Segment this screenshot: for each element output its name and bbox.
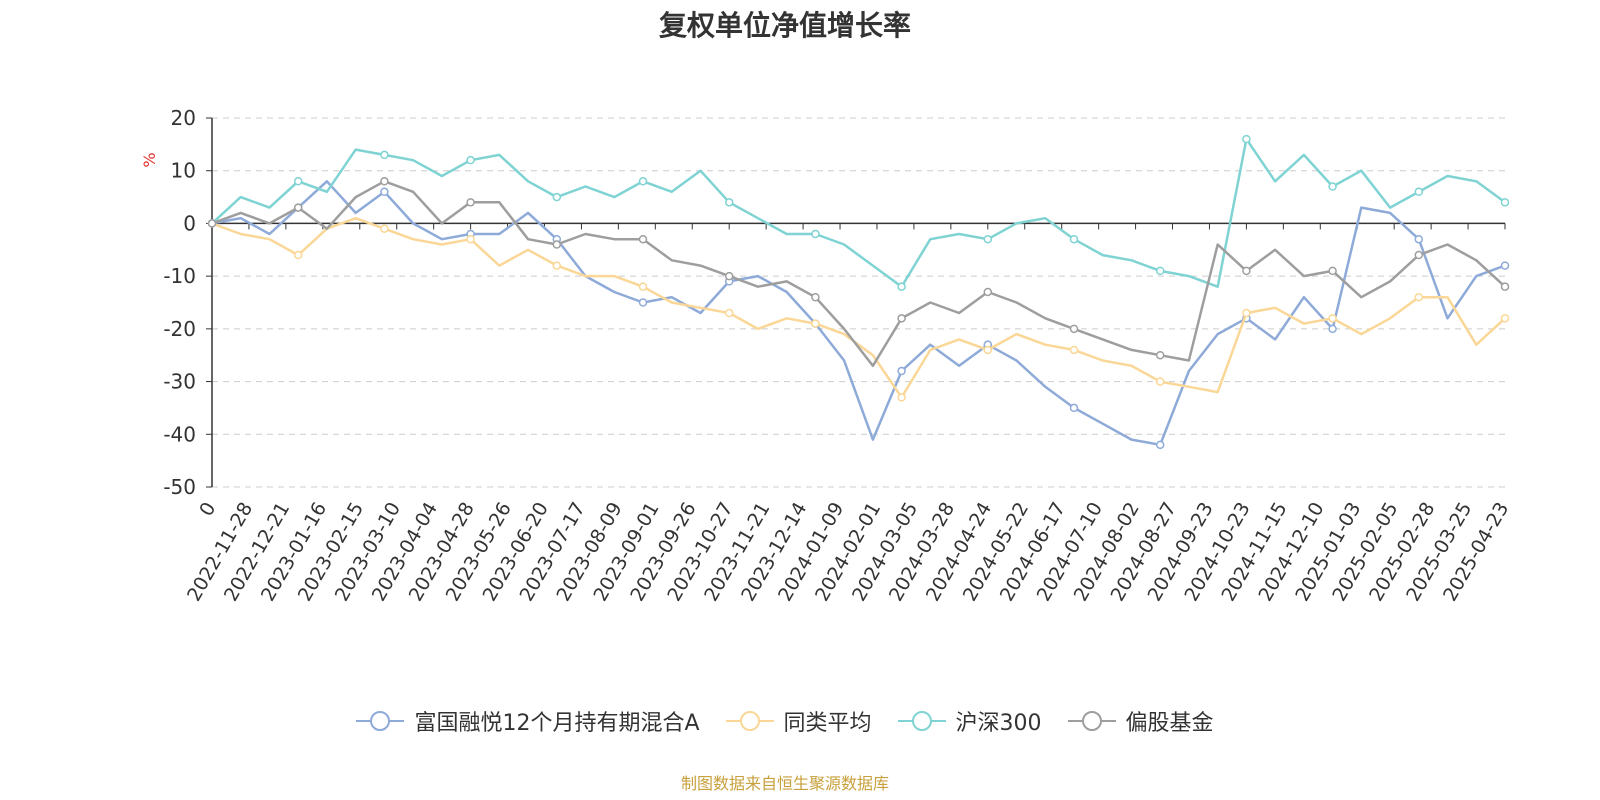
series-3-point — [1242, 266, 1251, 276]
legend-item-1[interactable]: 同类平均 — [725, 705, 872, 737]
legend-item-3[interactable]: 偏股基金 — [1067, 705, 1214, 737]
source-note: 制图数据来自恒生聚源数据库 — [680, 774, 889, 793]
series-1-point — [983, 345, 993, 355]
series-3-point — [466, 198, 475, 207]
series-line-3 — [211, 180, 1506, 368]
legend-marker-icon — [897, 711, 946, 731]
series-1-point — [380, 224, 389, 233]
line-chart: 20100-10-20-30-40-5002022-11-282022-12-2… — [140, 106, 1513, 605]
legend-label: 沪深300 — [955, 711, 1042, 736]
series-3-point — [207, 219, 217, 228]
legend-marker-icon — [725, 711, 774, 731]
series-1-point — [552, 261, 562, 270]
series-2-point — [811, 229, 820, 239]
series-0-point — [1500, 261, 1510, 270]
y-tick-label: 20 — [171, 106, 196, 130]
series-1-point — [897, 393, 906, 402]
series-1-point — [1155, 377, 1165, 386]
series-2-point — [897, 282, 906, 291]
legend-label: 富国融悦12个月持有期混合A — [414, 711, 700, 736]
y-tick-label: -40 — [163, 422, 196, 446]
series-0-point — [380, 187, 389, 197]
series-2-point — [1328, 182, 1337, 191]
legend-label: 同类平均 — [783, 711, 872, 736]
legend-item-0[interactable]: 富国融悦12个月持有期混合A — [356, 705, 700, 737]
series-0-point — [1414, 234, 1424, 244]
chart-title: 复权单位净值增长率 — [658, 9, 911, 42]
y-axis-unit: % — [140, 152, 159, 167]
series-1-point — [811, 319, 820, 328]
series-2-point — [552, 192, 562, 202]
series-3-point — [724, 271, 734, 281]
y-tick-label: -20 — [163, 317, 196, 341]
series-1-point — [1414, 292, 1424, 302]
series-3-point — [983, 287, 993, 297]
series-1-point — [466, 234, 475, 244]
legend-marker-icon — [1067, 711, 1116, 731]
series-1-point — [293, 250, 303, 260]
y-tick-label: 0 — [183, 211, 196, 235]
series-lines — [207, 134, 1510, 450]
series-2-point — [724, 198, 734, 207]
legend-label: 偏股基金 — [1125, 711, 1214, 736]
series-0-point — [1328, 324, 1337, 334]
legend: 富国融悦12个月持有期混合A 同类平均 沪深300 偏股基金 — [0, 705, 1570, 737]
series-3-point — [1069, 324, 1079, 334]
series-2-point — [1414, 187, 1424, 197]
series-2-point — [1500, 198, 1510, 207]
series-2-point — [1069, 234, 1079, 244]
series-3-point — [638, 234, 648, 244]
series-1-point — [1069, 345, 1079, 355]
series-0-point — [638, 298, 648, 307]
y-tick-label: 10 — [171, 159, 196, 183]
series-line-2 — [211, 137, 1506, 288]
series-0-point — [897, 366, 906, 376]
series-2-point — [638, 177, 648, 186]
series-2-point — [380, 150, 389, 160]
y-tick-label: -30 — [163, 370, 196, 394]
series-0-point — [1155, 440, 1165, 450]
series-3-point — [1414, 250, 1424, 260]
legend-item-2[interactable]: 沪深300 — [897, 705, 1042, 737]
series-3-point — [1155, 350, 1165, 360]
grid-lines — [212, 117, 1505, 488]
series-3-point — [1328, 266, 1337, 276]
series-1-point — [1500, 314, 1510, 323]
x-tick-label: 0 — [195, 499, 220, 520]
series-1-point — [1242, 308, 1251, 318]
series-0-point — [1069, 403, 1079, 413]
series-2-point — [466, 155, 475, 165]
series-3-point — [897, 314, 906, 323]
series-1-point — [638, 282, 648, 291]
y-tick-label: -50 — [163, 475, 196, 499]
series-3-point — [380, 177, 389, 186]
series-1-point — [724, 308, 734, 318]
series-2-point — [1155, 266, 1165, 276]
series-2-point — [1242, 134, 1251, 144]
series-3-point — [811, 292, 820, 302]
series-3-point — [552, 240, 562, 249]
series-line-1 — [211, 216, 1506, 399]
legend-marker-icon — [356, 711, 405, 731]
series-3-point — [293, 203, 303, 212]
series-3-point — [1500, 282, 1510, 291]
y-tick-label: -10 — [163, 264, 196, 288]
series-2-point — [293, 177, 303, 186]
axes: 20100-10-20-30-40-5002022-11-282022-12-2… — [163, 106, 1513, 605]
series-2-point — [983, 234, 993, 244]
series-1-point — [1328, 314, 1337, 323]
series-line-0 — [211, 180, 1506, 447]
